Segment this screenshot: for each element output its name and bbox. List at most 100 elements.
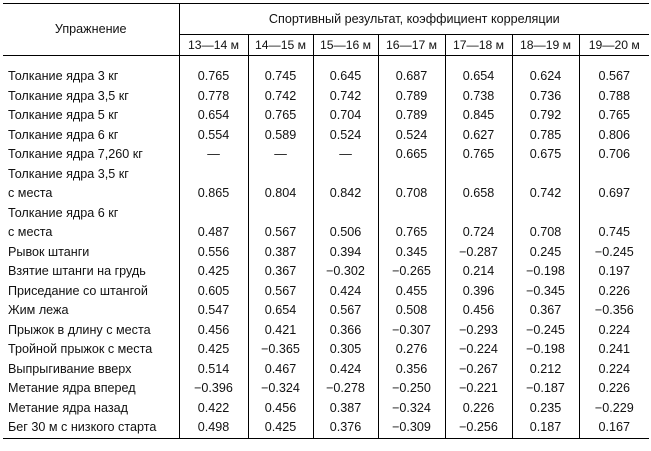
table-row: с места 0.487 0.567 0.506 0.765 0.724 0.708 0.7… (3, 223, 649, 243)
correlation-value: −0.345 (512, 281, 580, 301)
exercise-label: с места (3, 223, 180, 243)
result-column-header: Спортивный результат, коэффициент коррел… (179, 3, 650, 35)
correlation-value: −0.309 (378, 418, 446, 439)
correlation-value: 0.742 (313, 86, 379, 106)
correlation-value: −0.302 (313, 262, 379, 282)
correlation-value (248, 203, 314, 223)
correlation-value: 0.506 (313, 223, 379, 243)
correlation-value: 0.845 (445, 106, 513, 126)
correlation-value: −0.278 (313, 379, 379, 399)
table-row: Толкание ядра 3,5 кг (3, 164, 649, 185)
correlation-value: 0.197 (598, 264, 631, 278)
correlation-value: 0.627 (445, 125, 513, 145)
correlation-value: 0.167 (579, 418, 650, 439)
correlation-value (512, 203, 580, 223)
correlation-value: 0.235 (512, 398, 580, 418)
correlation-value: 0.421 (248, 320, 314, 340)
table-row: Выпрыгивание вверх 0.514 0.467 0.424 0.356 −0… (3, 359, 649, 379)
correlation-value: 0.736 (512, 86, 580, 106)
table-row: Толкание ядра 5 кг 0.654 0.765 0.704 0.789 0.… (3, 106, 649, 126)
age-header: 16—17 м (378, 34, 446, 56)
correlation-value: 0.367 (512, 301, 580, 321)
table-row: Приседание со штангой 0.605 0.567 0.424 0.45… (3, 281, 649, 301)
correlation-value: 0.789 (378, 86, 446, 106)
correlation-value: 0.624 (512, 67, 580, 87)
table-row: с места 0.865 0.804 0.842 0.708 0.658 0.742 0.6… (3, 184, 649, 204)
correlation-value: −0.324 (378, 398, 446, 418)
correlation-value: 0.456 (179, 320, 249, 340)
correlation-value: −0.356 (594, 303, 634, 317)
correlation-table: Упражнение Спортивный результат, коэффиц… (3, 3, 650, 439)
table-row: Рывок штанги 0.556 0.387 0.394 0.345 −0.287 0.… (3, 242, 649, 262)
correlation-value: 0.645 (313, 67, 379, 87)
correlation-value: 0.567 (313, 301, 379, 321)
correlation-value: 0.498 (179, 418, 249, 439)
correlation-value: 0.226 (598, 381, 631, 395)
correlation-value: 0.356 (378, 359, 446, 379)
correlation-value: 0.765 (378, 223, 446, 243)
exercise-label: Толкание ядра 3,5 кг (3, 164, 180, 184)
correlation-value: −0.245 (512, 320, 580, 340)
correlation-value: 0.778 (179, 86, 249, 106)
correlation-table-container: Упражнение Спортивный результат, коэффиц… (3, 3, 650, 439)
correlation-value: −0.265 (378, 262, 446, 282)
correlation-value (579, 165, 649, 185)
correlation-value: 0.425 (179, 262, 249, 282)
correlation-value: 0.654 (248, 301, 314, 321)
correlation-value: 0.376 (313, 418, 379, 439)
correlation-value: 0.792 (512, 106, 580, 126)
correlation-value: −0.324 (248, 379, 314, 399)
table-row: Жим лежа 0.547 0.654 0.567 0.508 0.456 0.367 −0… (3, 301, 649, 321)
correlation-value: −0.267 (445, 359, 513, 379)
correlation-value: — (313, 145, 379, 165)
exercise-label: Взятие штанги на грудь (3, 262, 180, 282)
correlation-value: 0.305 (313, 340, 379, 360)
correlation-value: 0.467 (248, 359, 314, 379)
correlation-value: 0.425 (248, 418, 314, 439)
exercise-label: Выпрыгивание вверх (3, 359, 180, 379)
exercise-label: Толкание ядра 7,260 кг (3, 145, 180, 165)
table-row: Толкание ядра 3,5 кг 0.778 0.742 0.742 0.789… (3, 86, 649, 106)
age-header: 18—19 м (512, 34, 580, 56)
correlation-value: 0.765 (248, 106, 314, 126)
exercise-column-header: Упражнение (3, 3, 180, 56)
correlation-value: 0.745 (248, 67, 314, 87)
age-header: 17—18 м (445, 34, 513, 56)
exercise-label: Толкание ядра 5 кг (3, 106, 180, 126)
correlation-value: −0.307 (378, 320, 446, 340)
exercise-label: Приседание со штангой (3, 281, 180, 301)
table-row: Взятие штанги на грудь 0.425 0.367 −0.302 −0… (3, 262, 649, 282)
correlation-value: 0.708 (512, 223, 580, 243)
correlation-value: 0.422 (179, 398, 249, 418)
correlation-value (179, 164, 249, 184)
correlation-value: 0.706 (598, 147, 631, 161)
correlation-value: 0.456 (248, 398, 314, 418)
correlation-value: 0.865 (179, 184, 249, 204)
correlation-value: 0.697 (598, 186, 631, 200)
correlation-value: 0.567 (248, 281, 314, 301)
correlation-value: 0.455 (378, 281, 446, 301)
exercise-label: Толкание ядра 6 кг (3, 203, 180, 223)
correlation-value: 0.567 (598, 69, 631, 83)
correlation-value (579, 204, 649, 224)
correlation-value: 0.789 (378, 106, 446, 126)
table-row: Тройной прыжок с места 0.425 −0.365 0.305 0.… (3, 340, 649, 360)
exercise-label: Метание ядра назад (3, 398, 180, 418)
table-row: Толкание ядра 3 кг 0.765 0.745 0.645 0.687 0.… (3, 67, 649, 87)
exercise-label: Толкание ядра 3 кг (3, 67, 180, 87)
correlation-value: 0.742 (248, 86, 314, 106)
spacer-row (3, 55, 649, 67)
correlation-value (313, 164, 379, 184)
correlation-value (378, 203, 446, 223)
correlation-value: 0.554 (179, 125, 249, 145)
correlation-value: 0.745 (598, 225, 631, 239)
correlation-value: 0.524 (313, 125, 379, 145)
correlation-value: 0.214 (445, 262, 513, 282)
exercise-label: Толкание ядра 3,5 кг (3, 86, 180, 106)
table-row: Толкание ядра 6 кг 0.554 0.589 0.524 0.524 0.… (3, 125, 649, 145)
correlation-value: 0.508 (378, 301, 446, 321)
exercise-label: Тройной прыжок с места (3, 340, 180, 360)
correlation-value: 0.765 (445, 145, 513, 165)
correlation-value: −0.198 (512, 340, 580, 360)
correlation-value (445, 164, 513, 184)
